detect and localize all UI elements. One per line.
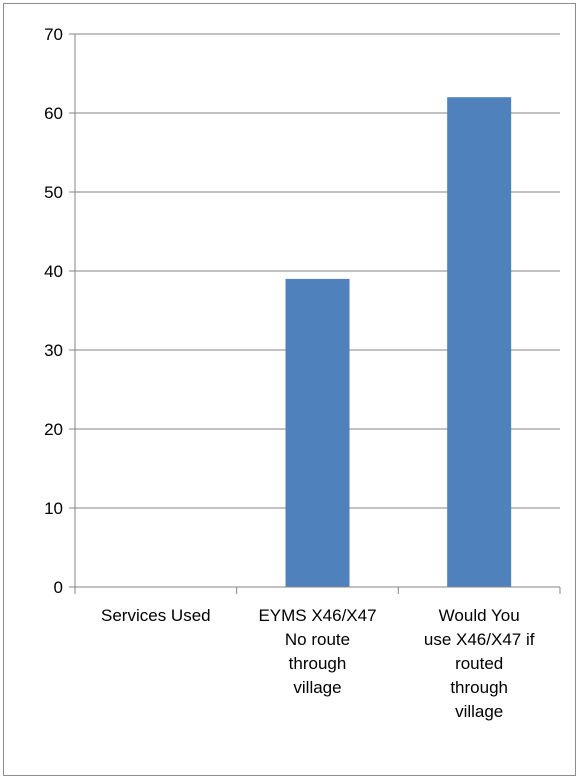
y-tick-label: 70: [44, 25, 63, 44]
x-category-label: EYMS X46/X47 No route through village: [258, 606, 376, 697]
x-category-label: Services Used: [101, 606, 211, 625]
y-tick-label: 40: [44, 262, 63, 281]
y-tick-label: 20: [44, 420, 63, 439]
bar-2: [447, 97, 512, 587]
y-tick-label: 60: [44, 104, 63, 123]
bar-1: [285, 278, 350, 587]
y-tick-label: 10: [44, 499, 63, 518]
y-tick-label: 50: [44, 183, 63, 202]
y-tick-label: 0: [54, 578, 63, 597]
x-category-label: Would You use X46/X47 if routed through vill…: [424, 606, 535, 721]
bars: [285, 97, 512, 587]
y-tick-label: 30: [44, 341, 63, 360]
axes: [69, 33, 561, 594]
x-category-labels: Services Used EYMS X46/X47 No route through…: [101, 606, 535, 721]
y-tick-labels: 0 10 20 30 40 50 60 70: [44, 25, 63, 597]
